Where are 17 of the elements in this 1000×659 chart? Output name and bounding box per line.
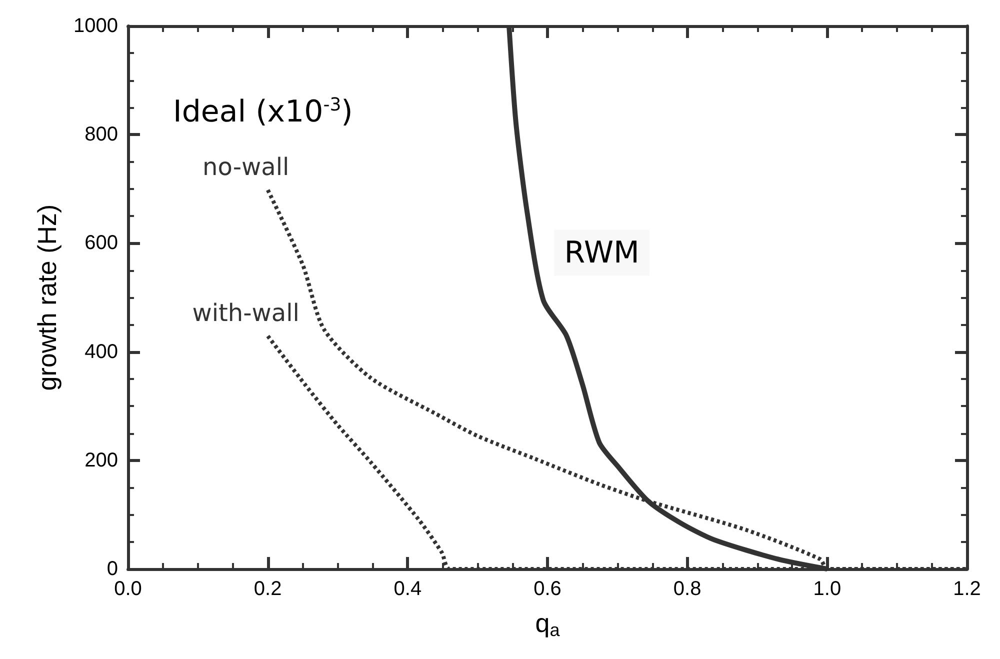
x-tick-label: 0.4 — [394, 578, 422, 600]
y-tick-label: 800 — [84, 124, 118, 146]
y-tick-label: 200 — [84, 449, 118, 472]
x-tick-label: 0.0 — [114, 578, 142, 600]
x-tick-label: 1.0 — [813, 578, 842, 600]
series-label: with-wall — [192, 299, 300, 328]
y-axis-title: growth rate (Hz) — [32, 204, 62, 391]
series-label: RWM — [564, 235, 640, 270]
x-tick-label: 0.2 — [254, 578, 282, 600]
y-tick-label: 0 — [106, 558, 118, 580]
series-label: no-wall — [202, 152, 290, 181]
x-tick-label: 0.6 — [534, 578, 562, 600]
y-tick-label: 600 — [84, 232, 118, 254]
x-tick-label: 1.2 — [953, 578, 981, 600]
y-tick-label: 1000 — [74, 15, 118, 37]
y-tick-label: 400 — [84, 340, 118, 363]
x-tick-label: 0.8 — [673, 578, 702, 600]
